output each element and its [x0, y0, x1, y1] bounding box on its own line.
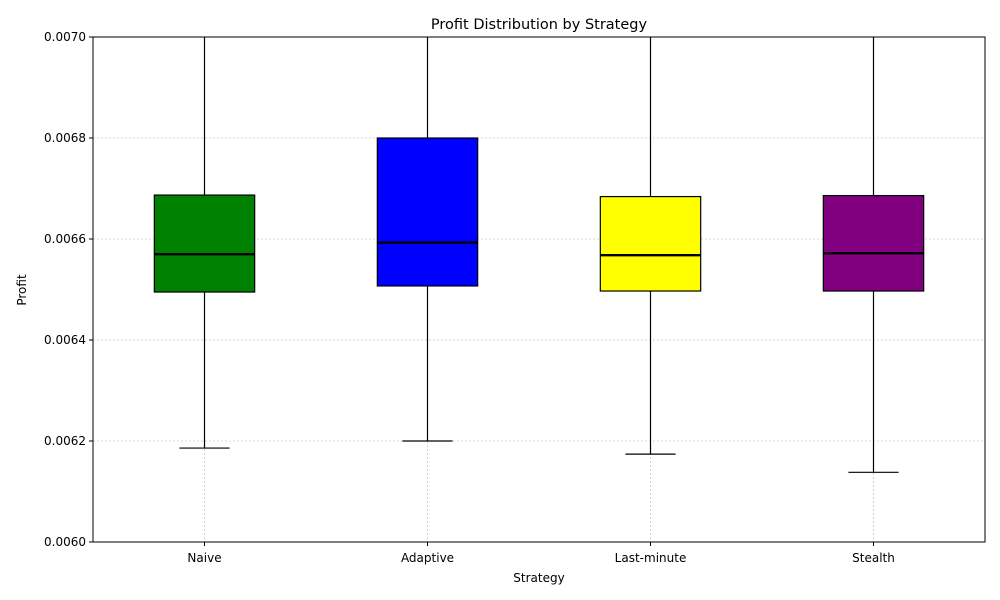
iqr-box: [376, 137, 479, 287]
y-tick-label: 0.0070: [44, 30, 86, 44]
iqr-box: [153, 194, 256, 293]
plot-frame: [92, 36, 986, 543]
y-tick-label: 0.0066: [44, 232, 86, 246]
chart-title: Profit Distribution by Strategy: [431, 17, 648, 33]
box-last-minute: [599, 37, 702, 455]
y-tick-label: 0.0068: [44, 131, 86, 145]
x-axis: Naive Adaptive Last-minute Stealth: [187, 542, 895, 565]
y-tick-label: 0.0062: [44, 434, 86, 448]
box-stealth: [822, 37, 925, 473]
box-adaptive: [376, 37, 479, 442]
x-tick-label: Last-minute: [615, 551, 687, 565]
iqr-box: [822, 194, 925, 292]
box-naive: [153, 37, 256, 449]
y-axis-label: Profit: [15, 274, 29, 306]
y-tick-label: 0.0064: [44, 333, 86, 347]
y-axis: 0.0060 0.0062 0.0064 0.0066 0.0068 0.0070: [44, 30, 93, 549]
iqr-box: [599, 195, 702, 292]
y-tick-label: 0.0060: [44, 535, 86, 549]
x-axis-label: Strategy: [513, 571, 564, 585]
x-tick-label: Adaptive: [401, 551, 454, 565]
x-tick-label: Stealth: [852, 551, 895, 565]
x-tick-label: Naive: [187, 551, 221, 565]
box-group: [153, 37, 925, 473]
